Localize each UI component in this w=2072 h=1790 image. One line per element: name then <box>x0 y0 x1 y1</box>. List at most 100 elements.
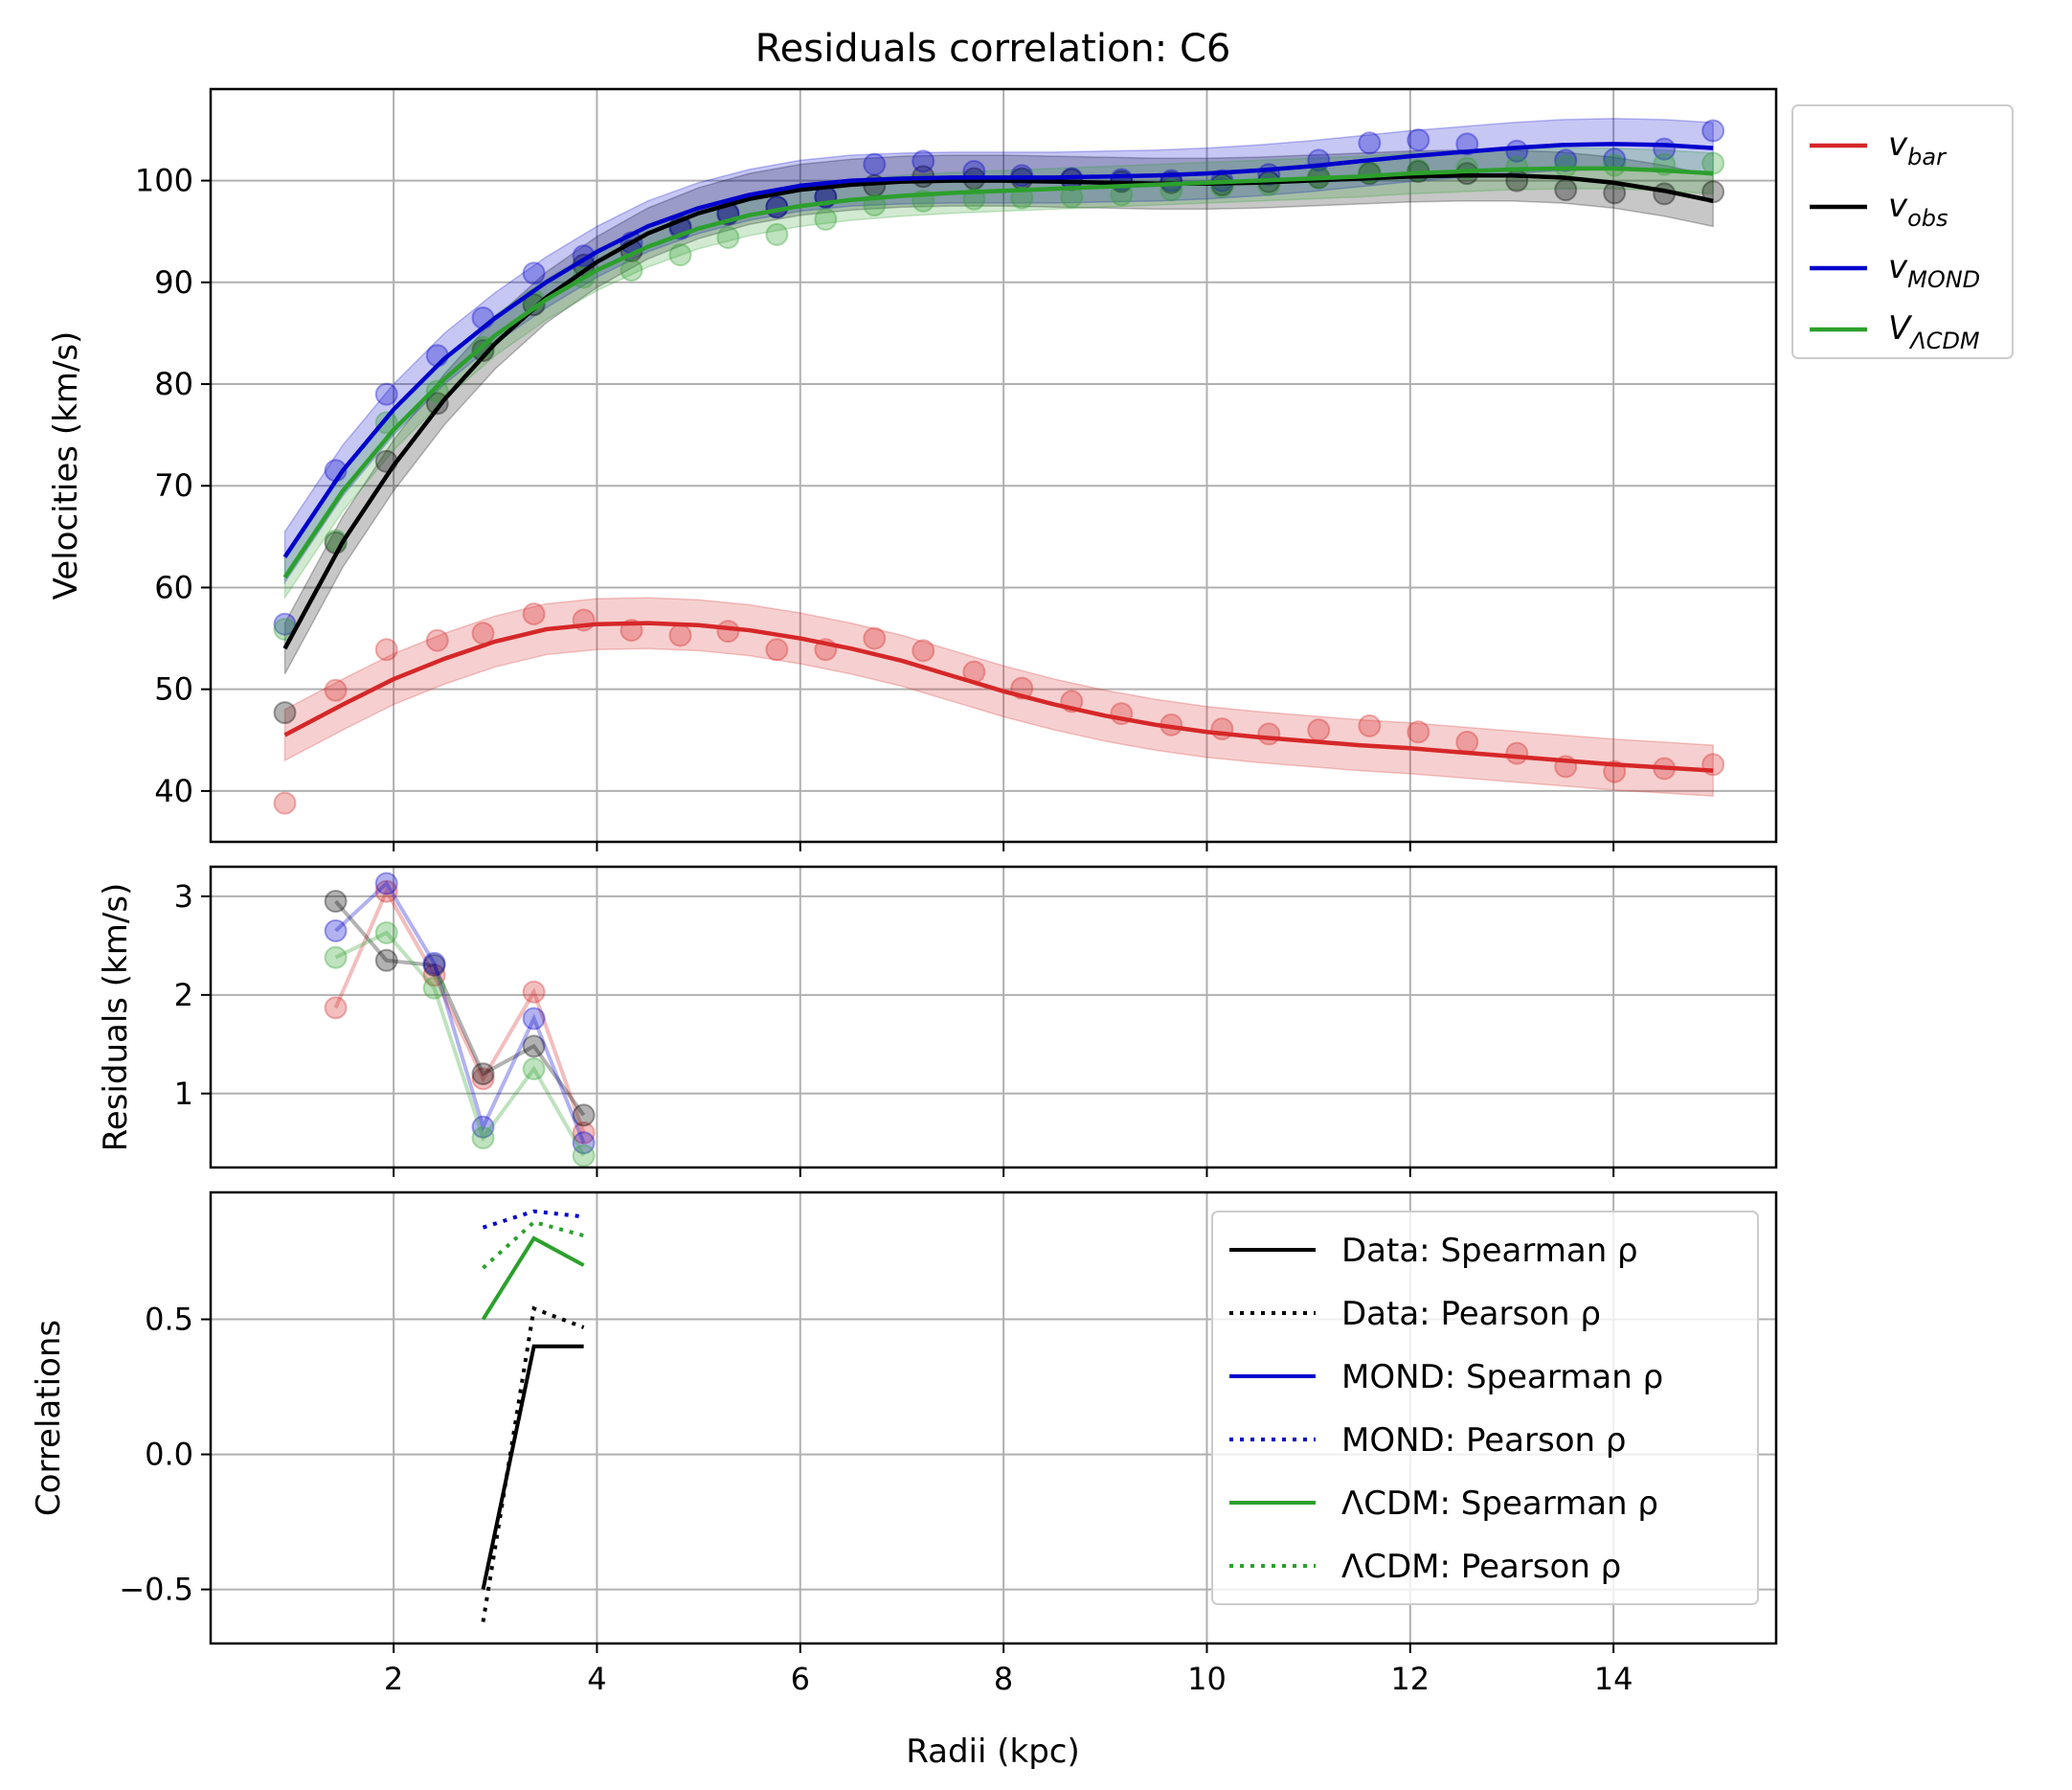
velocities-panel: 40 50 60 70 80 90 100 Velocities (km/s) <box>47 87 1778 851</box>
correlation-line-0 <box>481 1344 584 1591</box>
point-mond <box>1554 148 1578 172</box>
residual-point-obs <box>522 1034 546 1058</box>
x-axis-label: Radii (kpc) <box>906 1733 1080 1771</box>
line-lcdm <box>282 166 1714 579</box>
x-tick-label: 6 <box>791 1661 810 1697</box>
point-mond <box>863 152 887 176</box>
point-bar <box>912 639 935 663</box>
point-bar <box>471 622 495 646</box>
x-tick-label: 4 <box>587 1661 606 1697</box>
residuals-plot-area <box>324 872 596 1167</box>
x-tick-label: 12 <box>1390 1661 1430 1697</box>
residual-point-mond <box>471 1115 495 1139</box>
y-tick-label: 80 <box>154 366 193 402</box>
point-lcdm <box>1210 174 1234 198</box>
legend-label: Data: Pearson ρ <box>1341 1295 1601 1333</box>
point-bar <box>522 602 546 626</box>
legend-label: vMOND <box>1888 248 1980 293</box>
velocities-y-axis-label: Velocities (km/s) <box>47 331 85 600</box>
residual-point-mond <box>422 951 446 975</box>
legend-label: MOND: Spearman ρ <box>1341 1358 1663 1396</box>
residual-point-bar <box>422 963 446 987</box>
residual-point-lcdm <box>522 1057 546 1081</box>
point-mond <box>912 149 935 173</box>
point-mond <box>522 261 546 285</box>
x-tick-label: 2 <box>384 1661 403 1697</box>
residual-point-bar <box>324 996 348 1020</box>
point-bar <box>765 638 789 662</box>
figure-title: Residuals correlation: C6 <box>755 27 1231 71</box>
y-tick-label: 3 <box>174 878 193 915</box>
y-tick-label: 60 <box>154 569 193 605</box>
residual-point-bar <box>471 1067 495 1091</box>
legend-box <box>1791 104 2014 359</box>
residuals-y-axis-label: Residuals (km/s) <box>97 883 135 1152</box>
point-bar <box>324 678 348 702</box>
residual-point-obs <box>422 953 446 977</box>
residual-point-lcdm <box>572 1144 596 1167</box>
point-bar <box>668 623 692 647</box>
legend-label: VΛCDM <box>1888 309 1980 354</box>
x-tick-label: 10 <box>1187 1661 1227 1697</box>
point-obs <box>273 701 297 725</box>
residual-point-obs <box>374 948 398 972</box>
y-tick-label: 100 <box>135 163 193 199</box>
y-tick-label: −0.5 <box>119 1572 193 1608</box>
point-lcdm <box>1603 153 1627 177</box>
point-mond <box>273 612 297 636</box>
correlation-line-3 <box>482 1209 584 1230</box>
x-tick-label: 14 <box>1594 1661 1633 1697</box>
residual-line-lcdm <box>334 930 586 1157</box>
residual-line-obs <box>334 899 586 1117</box>
y-tick-label: 0.5 <box>145 1302 193 1338</box>
residual-point-mond <box>324 918 348 942</box>
line-mond <box>282 142 1714 558</box>
residual-point-mond <box>522 1007 546 1031</box>
point-obs <box>1701 180 1725 204</box>
velocities-plot-area <box>273 118 1725 815</box>
point-obs <box>425 392 449 416</box>
residual-line-mond <box>334 880 586 1144</box>
residual-point-obs <box>471 1062 495 1086</box>
residual-point-mond <box>572 1131 596 1155</box>
residual-point-lcdm <box>374 920 398 944</box>
point-mond <box>374 382 398 406</box>
point-bar <box>1358 714 1382 737</box>
point-lcdm <box>716 226 740 250</box>
correlations-plot-area <box>481 1209 585 1622</box>
legend-label: Data: Spearman ρ <box>1341 1232 1638 1270</box>
point-mond <box>1358 131 1382 155</box>
legend-label: ΛCDM: Spearman ρ <box>1341 1484 1658 1523</box>
y-tick-label: 90 <box>154 264 193 301</box>
residual-line-bar <box>333 887 586 1134</box>
point-bar <box>1257 722 1281 746</box>
point-bar <box>374 638 398 662</box>
correlation-line-1 <box>481 1305 585 1622</box>
residual-point-bar <box>374 879 398 903</box>
velocities-frame <box>209 87 1778 844</box>
legend-box <box>1211 1211 1759 1605</box>
x-tick-label: 8 <box>994 1661 1013 1697</box>
residual-point-lcdm <box>422 976 446 1000</box>
point-obs <box>471 338 495 362</box>
y-tick-label: 0.0 <box>145 1437 193 1473</box>
residual-point-bar <box>572 1121 596 1144</box>
point-lcdm <box>1257 172 1281 196</box>
residuals-grid <box>211 867 1776 1167</box>
point-bar <box>1505 741 1529 765</box>
point-lcdm <box>814 207 838 231</box>
residual-point-mond <box>374 872 398 895</box>
point-mond <box>1407 128 1430 152</box>
point-bar <box>425 628 449 652</box>
legend-label: ΛCDM: Pearson ρ <box>1341 1548 1621 1586</box>
residual-point-bar <box>522 980 546 1004</box>
y-tick-label: 50 <box>154 671 193 708</box>
point-bar <box>716 620 740 644</box>
legend-label: vbar <box>1888 125 1948 170</box>
legend-label: vobs <box>1888 187 1948 232</box>
residual-point-obs <box>572 1103 596 1127</box>
point-lcdm <box>619 259 643 283</box>
correlation-line-4 <box>481 1235 585 1321</box>
point-lcdm <box>374 411 398 435</box>
